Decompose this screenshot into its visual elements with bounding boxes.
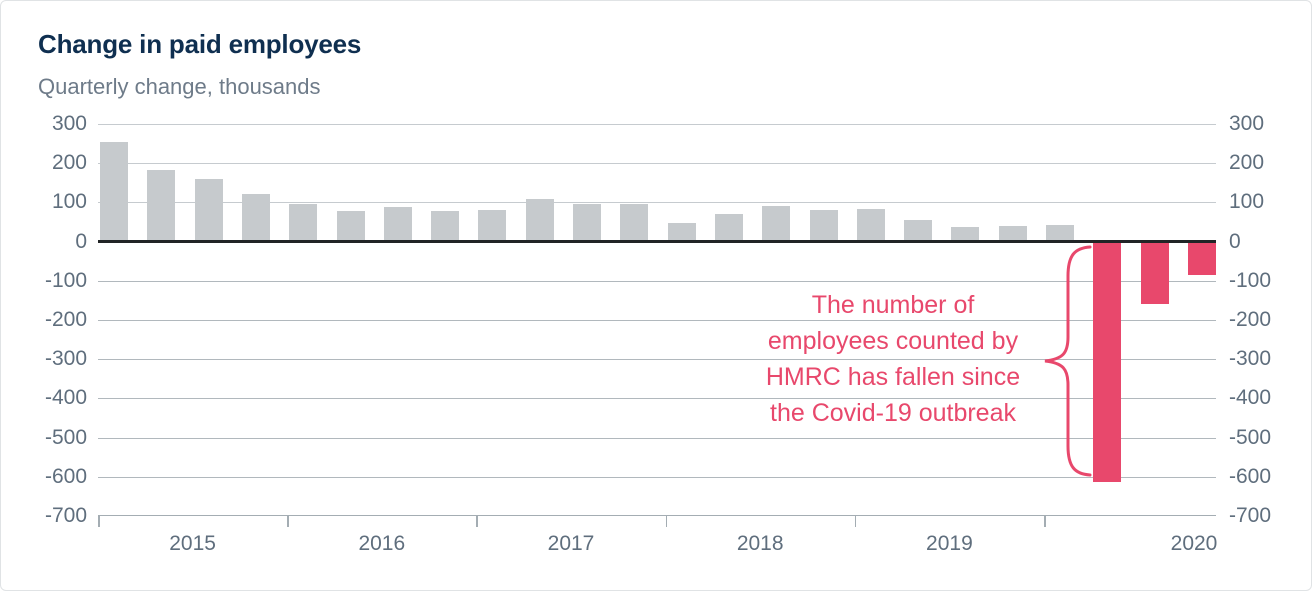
y-axis-label-right--600: -600 (1229, 464, 1272, 488)
y-axis-label-left--600: -600 (44, 464, 87, 488)
bar-2015-Q3 (194, 178, 223, 242)
bar-2019-Q1 (856, 208, 885, 242)
x-axis-label-2017: 2017 (547, 532, 595, 555)
y-axis-label-left-200: 200 (51, 151, 87, 175)
bar-2019-Q4 (998, 225, 1027, 242)
bar-2020-Q4 (1187, 242, 1216, 275)
curly-brace-annotation-pointer (1044, 245, 1092, 477)
x-axis-tick (287, 514, 289, 527)
y-axis-label-right--700: -700 (1229, 503, 1272, 527)
y-axis-label-right-100: 100 (1229, 190, 1265, 214)
gridline--500 (98, 437, 1216, 439)
gridline-200 (98, 163, 1216, 165)
annotation-line: The number of (811, 291, 975, 319)
y-axis-label-left-100: 100 (51, 190, 87, 214)
gridline--100 (98, 280, 1216, 282)
bar-2015-Q1 (100, 142, 128, 242)
gridline-300 (98, 123, 1216, 125)
bar-2016-Q2 (336, 210, 365, 242)
x-axis-label-2018: 2018 (736, 532, 784, 555)
y-axis-label-right-200: 200 (1229, 151, 1265, 175)
bar-2017-Q4 (620, 204, 649, 242)
annotation-line: employees counted by (767, 327, 1019, 355)
gridline-100 (98, 202, 1216, 204)
bar-2017-Q2 (525, 199, 554, 242)
x-axis-tick (98, 514, 100, 527)
gridline--400 (98, 398, 1216, 400)
y-axis-label-left--200: -200 (44, 307, 87, 331)
y-axis-label-right--400: -400 (1229, 386, 1272, 410)
bar-2015-Q2 (147, 170, 176, 242)
bar-2016-Q1 (289, 203, 318, 242)
x-axis-tick (476, 514, 478, 527)
bar-2016-Q3 (383, 206, 412, 242)
y-axis-label-left--700: -700 (44, 503, 87, 527)
gridline--200 (98, 319, 1216, 321)
bar-2020-Q1 (1046, 225, 1074, 242)
y-axis-label-right--300: -300 (1229, 347, 1272, 371)
bar-2018-Q1 (667, 222, 696, 242)
y-axis-label-right--100: -100 (1229, 268, 1272, 292)
gridline--300 (98, 359, 1216, 361)
bar-2017-Q1 (478, 210, 507, 242)
x-axis-label-2015: 2015 (169, 532, 216, 555)
bar-2019-Q2 (904, 219, 933, 242)
gridline--600 (98, 476, 1216, 478)
y-axis-label-right-300: 300 (1229, 111, 1265, 135)
chart-title: Change in paid employees (38, 29, 362, 59)
y-axis-label-left--400: -400 (44, 386, 87, 410)
x-axis-baseline (98, 514, 1216, 516)
zero-baseline (98, 240, 1216, 243)
bar-2018-Q4 (809, 209, 838, 242)
chart-subtitle: Quarterly change, thousands (38, 74, 321, 99)
bar-2019-Q3 (951, 227, 980, 242)
covid-annotation: The number of employees counted by HMRC … (723, 287, 1063, 431)
x-axis-label-2016: 2016 (358, 532, 406, 555)
x-axis-label-2020: 2020 (1170, 532, 1218, 555)
y-axis-label-right-0: 0 (1229, 229, 1241, 253)
bar-2018-Q2 (714, 213, 743, 242)
bar-2018-Q3 (762, 206, 791, 242)
bar-2016-Q4 (431, 210, 460, 242)
bar-2017-Q3 (573, 204, 601, 242)
x-axis-tick (854, 514, 857, 527)
y-axis-label-left--500: -500 (44, 425, 87, 449)
y-axis-label-left-0: 0 (75, 229, 87, 253)
bar-2015-Q4 (241, 193, 270, 242)
y-axis-label-left--100: -100 (44, 268, 87, 292)
bar-2020-Q3 (1140, 242, 1169, 305)
y-axis-label-right--200: -200 (1229, 307, 1272, 331)
annotation-line: HMRC has fallen since (765, 363, 1021, 391)
y-axis-label-right--500: -500 (1229, 425, 1272, 449)
x-axis-tick (665, 514, 668, 527)
bar-2020-Q2 (1093, 242, 1122, 482)
x-axis-tick (1044, 514, 1046, 527)
x-axis-label-2019: 2019 (926, 532, 973, 555)
y-axis-label-left--300: -300 (44, 347, 87, 371)
y-axis-label-left-300: 300 (51, 111, 87, 135)
annotation-line: the Covid-19 outbreak (770, 399, 1016, 427)
